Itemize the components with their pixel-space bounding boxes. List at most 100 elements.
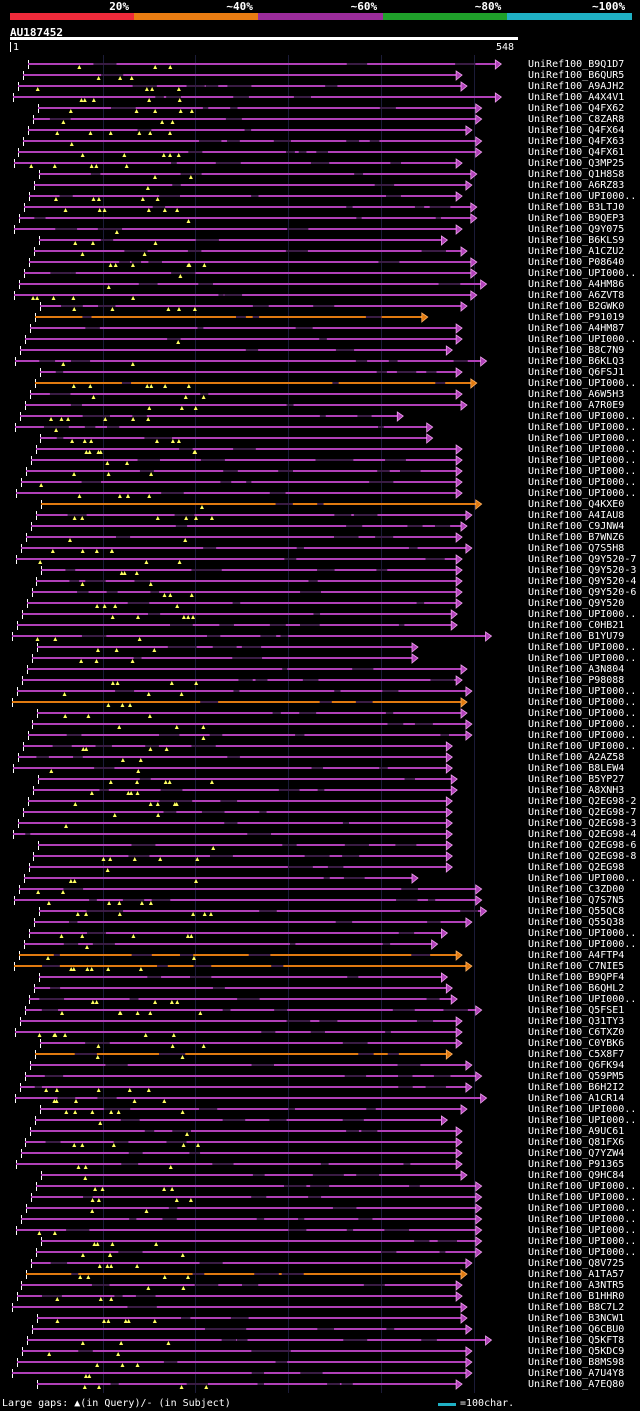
hit-bar[interactable] (0, 92, 528, 103)
hit-row[interactable]: UniRef100_UPI000.. (0, 653, 640, 664)
hit-label[interactable]: UniRef100_B6QUR5 (528, 70, 625, 81)
hit-row[interactable]: UniRef100_UPI000.. (0, 928, 640, 939)
hit-label[interactable]: UniRef100_UPI000.. (528, 1225, 637, 1236)
hit-row[interactable]: UniRef100_UPI000.. (0, 609, 640, 620)
hit-bar[interactable] (0, 1258, 528, 1269)
hit-bar[interactable] (0, 180, 528, 191)
hit-row[interactable]: UniRef100_UPI000.. (0, 334, 640, 345)
hit-bar[interactable] (0, 510, 528, 521)
hit-label[interactable]: UniRef100_Q2EG98-7 (528, 807, 637, 818)
hit-label[interactable]: UniRef100_UPI000.. (528, 444, 637, 455)
hit-bar[interactable] (0, 719, 528, 730)
hit-row[interactable]: UniRef100_B8C7N9 (0, 345, 640, 356)
hit-bar[interactable] (0, 1027, 528, 1038)
hit-label[interactable]: UniRef100_UPI000.. (528, 268, 637, 279)
hit-bar[interactable] (0, 587, 528, 598)
hit-bar[interactable] (0, 136, 528, 147)
hit-label[interactable]: UniRef100_B1YU79 (528, 631, 625, 642)
hit-row[interactable]: UniRef100_A9UC61 (0, 1126, 640, 1137)
hit-row[interactable]: UniRef100_Q3MP25 (0, 158, 640, 169)
hit-row[interactable]: UniRef100_B8LEW4 (0, 763, 640, 774)
hit-label[interactable]: UniRef100_Q2EG98-8 (528, 851, 637, 862)
hit-bar[interactable] (0, 686, 528, 697)
hit-label[interactable]: UniRef100_UPI000.. (528, 1247, 637, 1258)
hit-row[interactable]: UniRef100_B6QUR5 (0, 70, 640, 81)
hit-bar[interactable] (0, 1159, 528, 1170)
hit-row[interactable]: UniRef100_B9Q1D7 (0, 59, 640, 70)
hit-row[interactable]: UniRef100_Q9Y520-7 (0, 554, 640, 565)
hit-bar[interactable] (0, 70, 528, 81)
hit-label[interactable]: UniRef100_B9QEP3 (528, 213, 625, 224)
hit-row[interactable]: UniRef100_UPI000.. (0, 455, 640, 466)
hit-row[interactable]: UniRef100_B3LTJ0 (0, 202, 640, 213)
hit-bar[interactable] (0, 202, 528, 213)
hit-label[interactable]: UniRef100_UPI000.. (528, 466, 637, 477)
hit-label[interactable]: UniRef100_UPI000.. (528, 642, 637, 653)
hit-bar[interactable] (0, 1082, 528, 1093)
hit-row[interactable]: UniRef100_Q7YZW4 (0, 1148, 640, 1159)
hit-row[interactable]: UniRef100_UPI000.. (0, 873, 640, 884)
hit-label[interactable]: UniRef100_Q4FX64 (528, 125, 625, 136)
hit-row[interactable]: UniRef100_Q81FX6 (0, 1137, 640, 1148)
hit-row[interactable]: UniRef100_Q59PM5 (0, 1071, 640, 1082)
hit-bar[interactable] (0, 433, 528, 444)
hit-row[interactable]: UniRef100_Q9Y520 (0, 598, 640, 609)
hit-row[interactable]: UniRef100_Q5KFT8 (0, 1335, 640, 1346)
hit-row[interactable]: UniRef100_UPI000.. (0, 994, 640, 1005)
hit-row[interactable]: UniRef100_Q4FX63 (0, 136, 640, 147)
hit-row[interactable]: UniRef100_Q2EG98-8 (0, 851, 640, 862)
hit-bar[interactable] (0, 213, 528, 224)
hit-bar[interactable] (0, 1269, 528, 1280)
hit-row[interactable]: UniRef100_B9QEP3 (0, 213, 640, 224)
hit-label[interactable]: UniRef100_UPI000.. (528, 1115, 637, 1126)
hit-label[interactable]: UniRef100_Q5KDC9 (528, 1346, 625, 1357)
hit-label[interactable]: UniRef100_Q6CBU0 (528, 1324, 625, 1335)
hit-label[interactable]: UniRef100_UPI000.. (528, 191, 637, 202)
hit-label[interactable]: UniRef100_UPI000.. (528, 1214, 637, 1225)
hit-row[interactable]: UniRef100_UPI000.. (0, 444, 640, 455)
hit-row[interactable]: UniRef100_Q2EG98-6 (0, 840, 640, 851)
hit-bar[interactable] (0, 862, 528, 873)
hit-row[interactable]: UniRef100_Q5FSE1 (0, 1005, 640, 1016)
hit-row[interactable]: UniRef100_A7U4Y8 (0, 1368, 640, 1379)
hit-label[interactable]: UniRef100_Q8V725 (528, 1258, 625, 1269)
hit-label[interactable]: UniRef100_Q4FX62 (528, 103, 625, 114)
hit-label[interactable]: UniRef100_Q2EG98-2 (528, 796, 637, 807)
hit-bar[interactable] (0, 400, 528, 411)
hit-label[interactable]: UniRef100_B8C7N9 (528, 345, 625, 356)
hit-bar[interactable] (0, 466, 528, 477)
hit-row[interactable]: UniRef100_Q4KXE0 (0, 499, 640, 510)
hit-bar[interactable] (0, 103, 528, 114)
hit-bar[interactable] (0, 983, 528, 994)
hit-row[interactable]: UniRef100_A2AZ58 (0, 752, 640, 763)
hit-row[interactable]: UniRef100_C7NIE5 (0, 961, 640, 972)
hit-row[interactable]: UniRef100_B7WNZ6 (0, 532, 640, 543)
hit-label[interactable]: UniRef100_Q5FSE1 (528, 1005, 625, 1016)
hit-label[interactable]: UniRef100_UPI000.. (528, 928, 637, 939)
hit-bar[interactable] (0, 1137, 528, 1148)
hit-bar[interactable] (0, 246, 528, 257)
hit-row[interactable]: UniRef100_UPI000.. (0, 1214, 640, 1225)
hit-label[interactable]: UniRef100_UPI000.. (528, 488, 637, 499)
hit-bar[interactable] (0, 312, 528, 323)
hit-bar[interactable] (0, 81, 528, 92)
hit-label[interactable]: UniRef100_UPI000.. (528, 609, 637, 620)
hit-row[interactable]: UniRef100_Q2EG98-7 (0, 807, 640, 818)
hit-label[interactable]: UniRef100_A6W5H3 (528, 389, 625, 400)
hit-row[interactable]: UniRef100_A4FTP4 (0, 950, 640, 961)
hit-bar[interactable] (0, 158, 528, 169)
hit-row[interactable]: UniRef100_UPI000.. (0, 697, 640, 708)
hit-label[interactable]: UniRef100_Q81FX6 (528, 1137, 625, 1148)
hit-row[interactable]: UniRef100_Q2EG98-3 (0, 818, 640, 829)
hit-label[interactable]: UniRef100_A4X4V1 (528, 92, 625, 103)
hit-bar[interactable] (0, 1203, 528, 1214)
hit-row[interactable]: UniRef100_UPI000.. (0, 1225, 640, 1236)
hit-bar[interactable] (0, 620, 528, 631)
hit-row[interactable]: UniRef100_UPI000.. (0, 378, 640, 389)
hit-row[interactable]: UniRef100_UPI000.. (0, 1115, 640, 1126)
hit-row[interactable]: UniRef100_B2GWK0 (0, 301, 640, 312)
hit-label[interactable]: UniRef100_A1CR14 (528, 1093, 625, 1104)
hit-bar[interactable] (0, 235, 528, 246)
hit-bar[interactable] (0, 477, 528, 488)
hit-bar[interactable] (0, 631, 528, 642)
